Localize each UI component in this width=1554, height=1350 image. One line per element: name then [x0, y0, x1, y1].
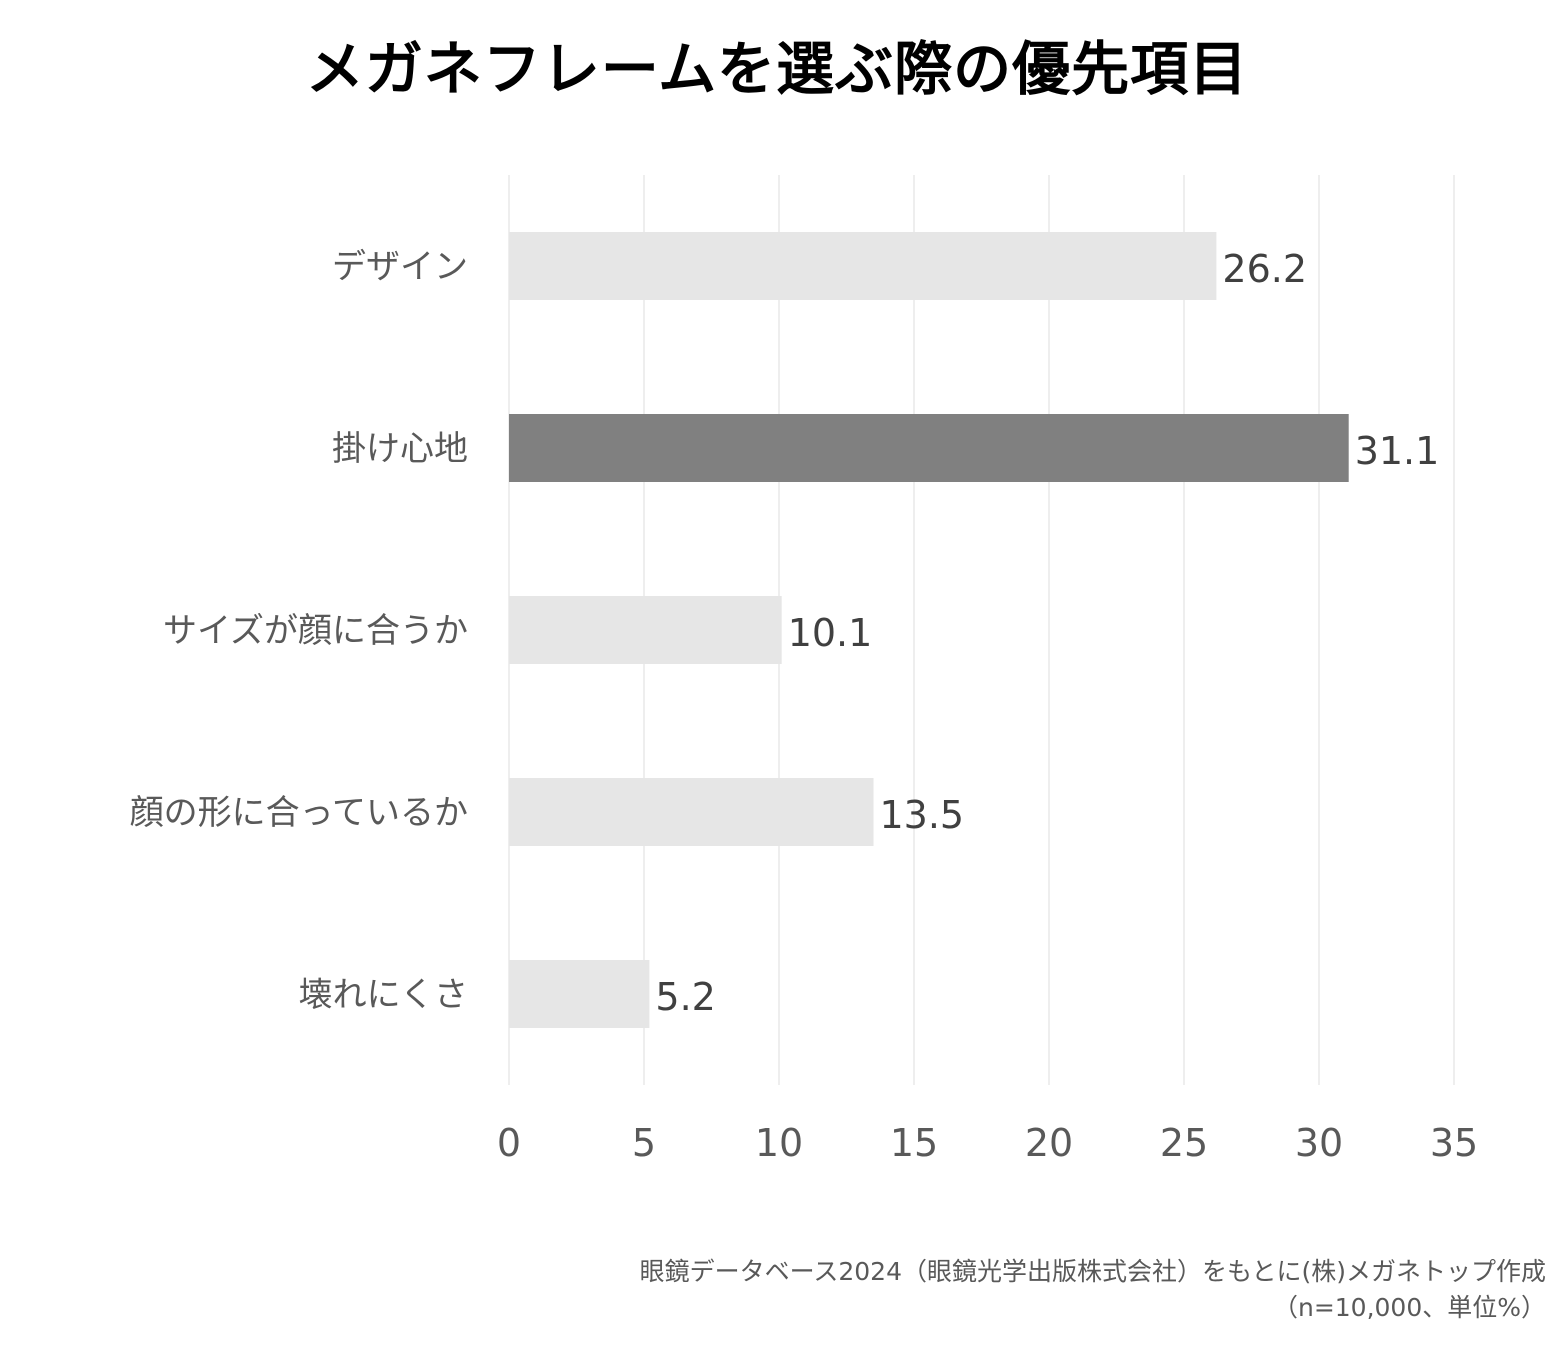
- x-tick-label: 5: [632, 1121, 656, 1165]
- category-label: サイズが顔に合うか: [163, 611, 468, 651]
- bars: [509, 232, 1349, 1028]
- value-label: 31.1: [1355, 429, 1440, 473]
- bar: [509, 778, 874, 846]
- value-label: 5.2: [655, 975, 715, 1019]
- x-tick-label: 0: [497, 1121, 521, 1165]
- category-label: 顔の形に合っているか: [130, 793, 468, 833]
- category-label: 掛け心地: [332, 429, 468, 469]
- x-tick-label: 30: [1295, 1121, 1343, 1165]
- bar: [509, 232, 1217, 300]
- x-tick-label: 20: [1025, 1121, 1073, 1165]
- value-label: 26.2: [1222, 247, 1307, 291]
- value-label: 13.5: [880, 793, 965, 837]
- x-tick-label: 15: [890, 1121, 938, 1165]
- bar: [509, 960, 650, 1028]
- category-label: 壊れにくさ: [299, 975, 468, 1015]
- chart-footer: 眼鏡データベース2024（眼鏡光学出版株式会社）をもとに(株)メガネトップ作成 …: [640, 1254, 1546, 1326]
- x-tick-label: 25: [1160, 1121, 1208, 1165]
- chart-title: メガネフレームを選ぶ際の優先項目: [305, 35, 1249, 103]
- value-label: 10.1: [788, 611, 873, 655]
- category-label: デザイン: [332, 247, 468, 287]
- sample-note: （n=10,000、単位%）: [1272, 1293, 1546, 1322]
- x-tick-label: 10: [755, 1121, 803, 1165]
- x-tick-label: 35: [1430, 1121, 1478, 1165]
- source-note: 眼鏡データベース2024（眼鏡光学出版株式会社）をもとに(株)メガネトップ作成: [639, 1257, 1546, 1286]
- x-tick-labels: 0 5 10 15 20 25 30 35: [497, 1121, 1478, 1165]
- bar: [509, 596, 782, 664]
- value-labels: 26.2 31.1 10.1 13.5 5.2: [655, 247, 1439, 1019]
- bar: [509, 414, 1349, 482]
